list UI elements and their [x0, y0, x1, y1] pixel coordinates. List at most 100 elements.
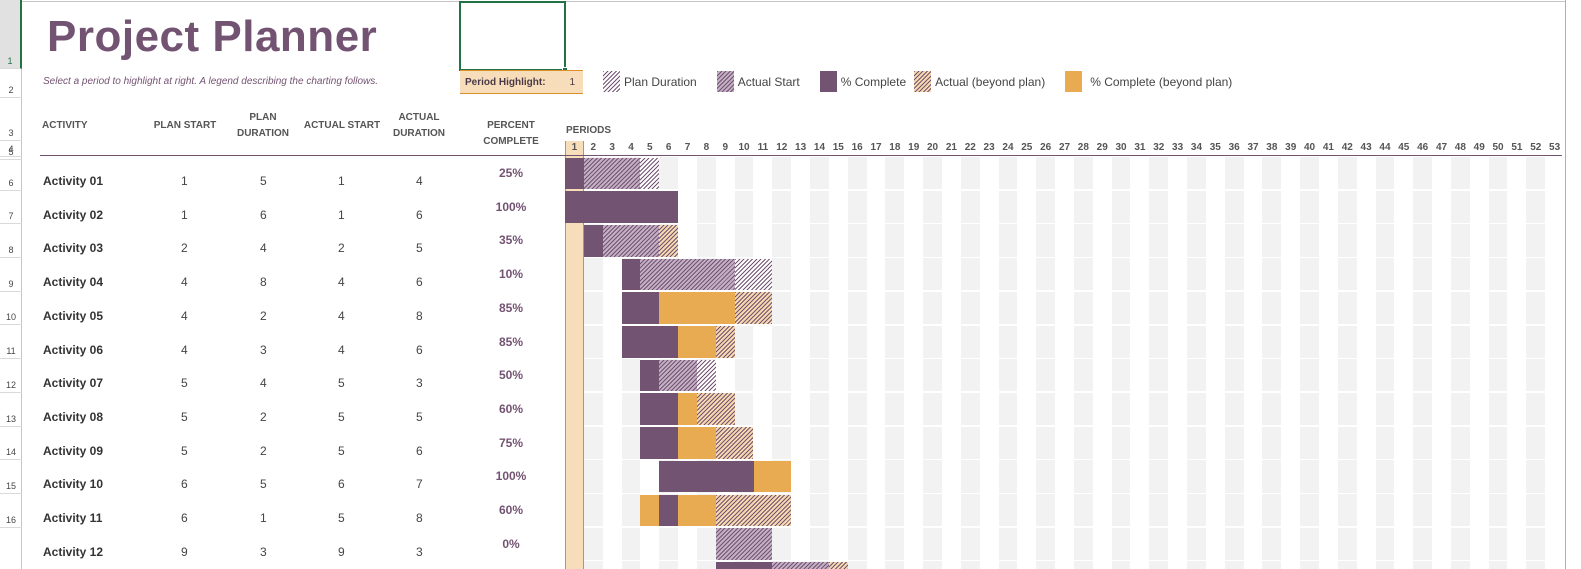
period-highlight-value[interactable]: 1	[569, 76, 575, 88]
plan-start-cell[interactable]: 4	[181, 308, 188, 323]
activity-name[interactable]: Activity 03	[43, 241, 104, 256]
activity-name[interactable]: Activity 01	[43, 174, 104, 188]
actual-start-cell[interactable]: 9	[338, 544, 345, 559]
actual-duration-cell[interactable]: 3	[416, 544, 423, 559]
plan-start-cell[interactable]: 5	[181, 376, 188, 391]
plan-start-cell[interactable]: 2	[181, 241, 188, 256]
plan-start-cell[interactable]: 6	[181, 511, 188, 525]
row-header-9[interactable]: 9	[0, 258, 22, 292]
legend-swatch-icon	[603, 71, 620, 92]
actual-duration-cell[interactable]: 3	[416, 376, 423, 391]
plan-start-cell[interactable]: 9	[181, 544, 188, 559]
period-number: 50	[1492, 142, 1504, 153]
activity-name[interactable]: Activity 08	[43, 409, 104, 424]
activity-name[interactable]: Activity 12	[43, 544, 104, 559]
actual-duration-cell[interactable]: 5	[416, 409, 423, 424]
activity-name[interactable]: Activity 06	[43, 342, 104, 357]
plan-duration-cell[interactable]: 5	[260, 477, 267, 492]
plan-duration-cell[interactable]: 2	[260, 308, 267, 323]
actual-duration-cell[interactable]: 6	[416, 342, 423, 357]
actual-duration-cell[interactable]: 4	[416, 174, 423, 188]
actual-start-cell[interactable]: 5	[338, 409, 345, 424]
percent-complete-cell[interactable]: 10%	[498, 267, 524, 282]
actual-duration-cell[interactable]: 6	[416, 207, 423, 222]
percent-complete-cell[interactable]: 0%	[502, 536, 520, 551]
row-header-12[interactable]: 12	[0, 359, 22, 393]
activity-name[interactable]: Activity 11	[43, 511, 103, 525]
row-header-10[interactable]: 10	[0, 292, 22, 326]
activity-name[interactable]: Activity 04	[43, 275, 104, 290]
plan-duration-cell[interactable]: 1	[260, 511, 267, 525]
row-header-3[interactable]: 3	[0, 98, 22, 141]
actual-start-cell[interactable]: 5	[338, 443, 345, 458]
plan-duration-cell[interactable]: 4	[260, 241, 267, 256]
actual-duration-cell[interactable]: 5	[416, 241, 423, 256]
plan-start-cell[interactable]: 1	[181, 207, 188, 222]
row-header-5[interactable]: 5	[0, 147, 22, 160]
activity-name[interactable]: Activity 09	[43, 443, 104, 458]
legend-label: % Complete (beyond plan)	[1090, 74, 1233, 89]
period-number: 28	[1077, 142, 1089, 153]
percent-complete-cell[interactable]: 100%	[495, 469, 527, 484]
row-header-1[interactable]: 1	[0, 0, 22, 69]
period-number: 7	[684, 142, 691, 153]
row-header-16[interactable]: 16	[0, 494, 22, 528]
percent-complete-cell[interactable]: 85%	[498, 334, 524, 349]
percent-complete-cell[interactable]: 60%	[498, 503, 524, 517]
percent-complete-cell[interactable]: 60%	[498, 401, 524, 416]
activity-name[interactable]: Activity 05	[43, 308, 104, 323]
plan-start-cell[interactable]: 4	[181, 342, 188, 357]
plan-duration-cell[interactable]: 5	[260, 174, 267, 188]
actual-duration-cell[interactable]: 6	[416, 443, 423, 458]
plan-duration-cell[interactable]: 4	[260, 376, 267, 391]
percent-complete-cell[interactable]: 35%	[498, 233, 524, 248]
percent-complete-cell[interactable]: 100%	[495, 199, 527, 214]
actual-duration-cell[interactable]: 7	[416, 477, 423, 492]
actual-duration-cell[interactable]: 6	[416, 275, 423, 290]
activity-name[interactable]: Activity 10	[43, 477, 104, 492]
row-header-2[interactable]: 2	[0, 69, 22, 98]
row-header-4[interactable]: 4	[0, 141, 22, 157]
legend-swatch-icon	[819, 71, 837, 92]
row-header-8[interactable]: 8	[0, 224, 22, 259]
actual-duration-cell[interactable]: 8	[416, 511, 423, 525]
actual-start-cell[interactable]: 5	[338, 511, 345, 525]
plan-start-cell[interactable]: 1	[181, 174, 188, 188]
plan-duration-cell[interactable]: 3	[260, 544, 267, 559]
plan-duration-cell[interactable]: 6	[260, 207, 267, 222]
plan-duration-cell[interactable]: 2	[260, 443, 267, 458]
percent-complete-cell[interactable]: 75%	[498, 435, 524, 450]
gantt-bar-hatch-plan	[696, 359, 716, 392]
row-header-6[interactable]: 6	[0, 157, 22, 191]
plan-start-cell[interactable]: 5	[181, 409, 188, 424]
plan-duration-cell[interactable]: 8	[260, 275, 267, 290]
actual-start-cell[interactable]: 1	[338, 207, 345, 222]
actual-start-cell[interactable]: 6	[338, 477, 345, 492]
percent-complete-cell[interactable]: 25%	[498, 166, 524, 180]
activity-name[interactable]: Activity 02	[43, 207, 104, 222]
plan-start-cell[interactable]: 5	[181, 443, 188, 458]
percent-complete-cell[interactable]: 50%	[498, 368, 524, 383]
row-header-15[interactable]: 15	[0, 460, 22, 494]
plan-start-cell[interactable]: 4	[181, 275, 188, 290]
plan-duration-cell[interactable]: 2	[260, 409, 267, 424]
selected-cell[interactable]	[459, 1, 566, 71]
percent-complete-cell[interactable]: 85%	[498, 300, 524, 315]
period-highlight-field[interactable]: Period Highlight: 1	[460, 70, 583, 94]
actual-start-cell[interactable]: 4	[338, 275, 345, 290]
actual-start-cell[interactable]: 2	[338, 241, 345, 256]
actual-duration-cell[interactable]: 8	[416, 308, 423, 323]
row-header-14[interactable]: 14	[0, 427, 22, 461]
gantt-bar-solid-complete	[659, 494, 679, 527]
plan-duration-cell[interactable]: 3	[260, 342, 267, 357]
plan-start-cell[interactable]: 6	[181, 477, 188, 492]
row-header-11[interactable]: 11	[0, 326, 22, 360]
actual-start-cell[interactable]: 1	[338, 174, 345, 188]
actual-start-cell[interactable]: 5	[338, 376, 345, 391]
row-header-7[interactable]: 7	[0, 191, 22, 225]
actual-start-cell[interactable]: 4	[338, 342, 345, 357]
actual-start-cell[interactable]: 4	[338, 308, 345, 323]
gantt-bar-hatch-actual	[640, 258, 735, 291]
activity-name[interactable]: Activity 07	[43, 376, 104, 391]
row-header-13[interactable]: 13	[0, 393, 22, 427]
